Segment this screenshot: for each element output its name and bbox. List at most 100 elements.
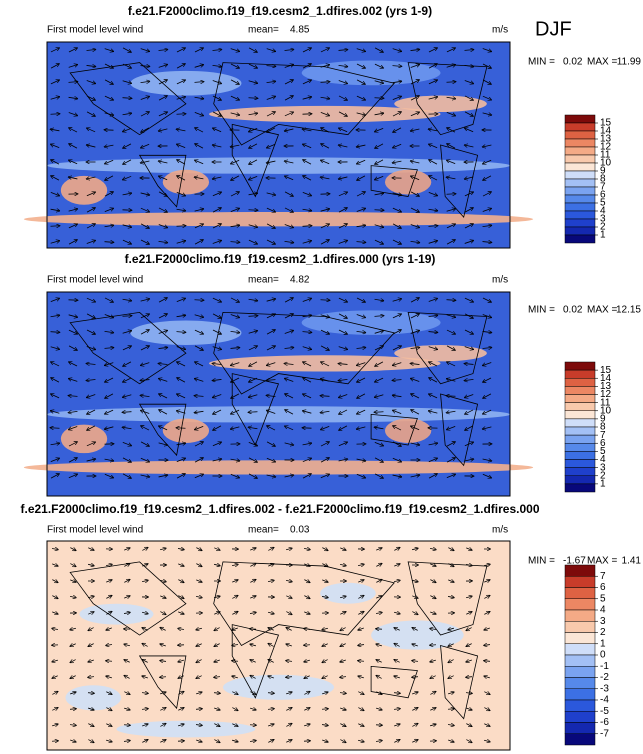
colorbar-box [564,394,596,403]
wind-vector [159,548,166,549]
wind-vector [158,112,167,117]
wind-vector [339,693,346,694]
wind-vector [70,548,75,551]
wind-vector [213,364,222,365]
wind-vector [51,160,60,165]
wind-vector [374,239,383,244]
wind-vector [106,708,111,711]
wind-vector [141,693,148,694]
wind-vector [69,396,78,397]
colorbar-box [564,733,596,746]
wind-vector [374,47,383,52]
wind-vector [446,474,455,479]
wind-vector [338,459,348,461]
wind-vector [464,313,473,318]
wind-vector [375,741,382,742]
wind-vector [140,223,149,228]
wind-vector [286,724,291,727]
wind-vector [321,411,330,412]
wind-vector [394,740,399,743]
wind-vector [448,740,454,742]
wind-vector [122,316,132,317]
wind-vector [430,564,436,566]
wind-vector [68,442,77,447]
wind-vector [86,49,96,50]
wind-vector [446,458,455,463]
colorbar-box [564,666,596,678]
wind-vector [51,428,60,429]
wind-vector [70,628,77,629]
wind-vector [194,112,203,115]
wind-vector [194,224,203,229]
wind-vector [483,362,492,366]
wind-vector [464,297,473,302]
wind-vector [176,64,185,69]
colorbar-label: 3 [600,462,606,473]
wind-vector [285,394,294,399]
wind-vector [267,161,276,163]
wind-vector [321,709,328,710]
wind-vector [482,459,492,461]
wind-vector [124,564,129,567]
wind-vector [212,50,222,51]
wind-vector [356,79,365,84]
wind-vector [176,315,186,316]
wind-vector [394,660,400,663]
wind-vector [340,724,345,727]
wind-vector [322,692,328,694]
wind-vector [212,442,221,447]
wind-vector [284,49,294,50]
wind-vector [412,644,418,646]
wind-vector [159,580,166,581]
wind-vector [320,97,330,98]
wind-vector [106,612,111,615]
wind-vector [124,580,129,583]
wind-vector [194,442,203,447]
wind-vector [248,316,258,317]
wind-vector [232,740,238,742]
wind-vector [266,475,276,477]
colorbar-box [564,699,596,712]
wind-vector [375,377,384,382]
wind-vector [214,628,220,631]
wind-vector [320,314,330,317]
wind-vector [338,313,347,318]
wind-vector [142,740,147,743]
colorbar-label: 2 [600,470,606,481]
wind-vector [321,177,330,179]
wind-vector [411,548,418,549]
wind-vector [141,709,148,710]
wind-vector [214,708,220,710]
wind-vector [195,379,204,382]
wind-vector [466,677,473,678]
wind-vector [122,80,132,84]
colorbar-box [564,609,596,622]
wind-vector [286,628,292,631]
wind-vector [428,64,437,69]
wind-vector [393,380,402,381]
wind-vector [52,708,57,711]
colorbar-label: 11 [600,150,611,161]
colorbar-box [564,130,596,140]
wind-vector [322,564,327,567]
wind-vector [87,379,96,380]
wind-vector [140,457,149,462]
colorbar-box [564,587,596,599]
wind-vector [392,346,401,351]
wind-vector [374,457,383,462]
wind-vector [484,580,490,582]
wind-vector [338,224,347,229]
wind-vector [374,210,384,211]
wind-vector [447,144,456,149]
colorbar-box [564,114,596,124]
wind-vector [248,239,257,244]
map-frame [46,291,511,497]
colorbar-box [564,186,596,196]
wind-vector [177,378,186,383]
wind-vector [250,580,255,583]
wind-vector [122,239,131,244]
wind-vector [140,441,149,446]
colorbar-box [564,170,596,180]
wind-vector [392,239,401,244]
wind-vector [158,224,167,227]
